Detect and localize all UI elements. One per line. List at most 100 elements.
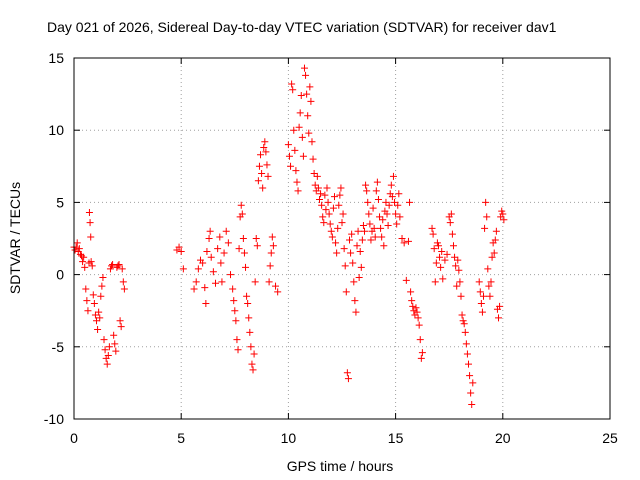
data-point (88, 262, 96, 270)
data-point (305, 129, 313, 137)
x-axis-label: GPS time / hours (287, 458, 394, 474)
data-point (89, 291, 97, 299)
data-point (205, 235, 213, 242)
gridlines (74, 58, 610, 419)
data-point (274, 288, 282, 296)
data-point (112, 347, 120, 355)
data-point (230, 297, 238, 305)
data-point (443, 250, 451, 258)
data-point (272, 282, 280, 290)
data-point (109, 260, 117, 268)
data-point (428, 224, 436, 232)
data-point (260, 144, 268, 152)
data-point (453, 282, 461, 290)
data-point (462, 340, 470, 348)
data-point (300, 64, 308, 72)
data-point (384, 222, 392, 230)
data-point (73, 239, 81, 247)
data-point (314, 184, 322, 192)
data-point (326, 220, 334, 228)
data-point (100, 336, 108, 344)
data-point (447, 210, 455, 218)
data-point (255, 162, 263, 170)
data-point (81, 263, 89, 271)
data-point (96, 314, 104, 322)
data-point (406, 198, 414, 206)
data-point (363, 187, 371, 195)
data-point (461, 328, 469, 336)
data-point (394, 201, 402, 209)
data-point (291, 146, 299, 154)
data-point (361, 227, 369, 235)
data-point (409, 302, 417, 310)
data-point (116, 317, 124, 325)
data-point (217, 259, 225, 267)
y-tick-label: 5 (56, 194, 64, 210)
data-point (459, 317, 467, 325)
data-point (365, 210, 373, 218)
data-point (373, 178, 381, 186)
data-point (369, 204, 377, 212)
data-point (413, 308, 421, 316)
data-point (335, 201, 343, 209)
axes: 0 5 10 15 20 25 -10 -5 0 5 10 15 (44, 50, 618, 446)
data-point (79, 258, 87, 266)
data-point (192, 278, 200, 286)
data-point (212, 279, 220, 287)
data-point (119, 278, 127, 286)
data-point (367, 236, 375, 244)
data-point (299, 152, 307, 160)
data-point (476, 288, 484, 296)
data-point (327, 227, 335, 235)
data-point (115, 260, 123, 268)
data-point (308, 138, 316, 146)
data-point (487, 278, 495, 286)
data-point (87, 258, 95, 266)
data-point (467, 389, 475, 397)
data-point (245, 314, 253, 322)
data-point (240, 249, 248, 257)
data-point (288, 80, 296, 88)
data-point (477, 299, 485, 307)
data-point (378, 233, 386, 241)
data-point (99, 273, 107, 281)
data-point (391, 198, 399, 206)
data-point (354, 227, 362, 235)
data-point (356, 247, 364, 255)
data-point (83, 297, 91, 305)
data-point (325, 210, 333, 218)
data-point (490, 249, 498, 257)
data-point (222, 227, 230, 235)
y-tick-label: 10 (48, 122, 64, 138)
data-point (498, 207, 506, 215)
data-point (233, 336, 241, 344)
data-point (253, 242, 261, 250)
data-point (349, 259, 357, 267)
data-point (246, 328, 254, 336)
data-point (265, 278, 273, 286)
data-point (485, 282, 493, 290)
data-point (296, 109, 304, 117)
data-point (203, 247, 211, 255)
data-point (437, 263, 445, 271)
data-point (315, 196, 323, 204)
data-point (214, 245, 222, 253)
data-point (248, 360, 256, 368)
data-point (95, 308, 103, 316)
data-point (287, 162, 295, 170)
data-point (452, 262, 460, 270)
data-point (313, 172, 321, 180)
data-point (402, 276, 410, 284)
data-point (377, 224, 385, 232)
data-point (433, 239, 441, 247)
data-point (429, 230, 437, 238)
data-point (483, 213, 491, 221)
x-tick-label: 15 (388, 430, 404, 446)
data-point (480, 292, 488, 300)
data-point (117, 323, 125, 331)
data-point (247, 343, 255, 351)
data-point (393, 220, 401, 228)
data-point (175, 243, 183, 251)
data-point (298, 133, 306, 141)
y-tick-label: 15 (48, 50, 64, 66)
